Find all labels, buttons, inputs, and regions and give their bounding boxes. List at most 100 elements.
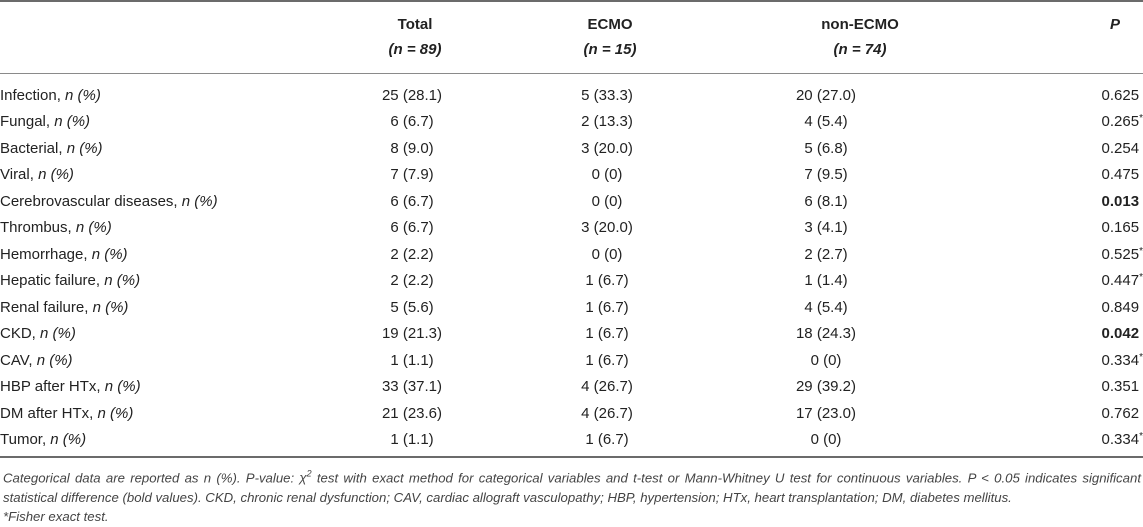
table-row: Viral, n (%) 7 (7.9) 0 (0) 7 (9.5) 0.475* xyxy=(0,162,1143,189)
row-label-text: Thrombus, xyxy=(0,219,72,237)
cell-non-ecmo: 17 (23.0) xyxy=(795,404,857,422)
p-value-text: 0.625 xyxy=(1101,86,1140,104)
cell-total: 33 (37.1) xyxy=(381,378,443,396)
fisher-marker: * xyxy=(1139,113,1143,125)
cell-p-value: 0.254* xyxy=(940,135,1143,162)
row-label-unit: n (%) xyxy=(104,378,141,396)
header-ecmo: ECMO (n = 15) xyxy=(535,12,685,62)
row-label-text: CAV, xyxy=(0,351,33,369)
cell-p-value: 0.762* xyxy=(940,400,1143,427)
cell-ecmo: 1 (6.7) xyxy=(585,351,629,369)
p-value-text: 0.762 xyxy=(1101,404,1140,422)
row-label-unit: n (%) xyxy=(92,298,129,316)
row-label-text: HBP after HTx, xyxy=(0,378,101,396)
header-non-ecmo: non-ECMO (n = 74) xyxy=(760,12,960,62)
cell-total: 2 (2.2) xyxy=(390,272,434,290)
p-value-text: 0.334 xyxy=(1101,351,1140,369)
footnote-chi-symbol: χ xyxy=(299,470,307,486)
cell-ecmo: 1 (6.7) xyxy=(585,272,629,290)
cell-total: 19 (21.3) xyxy=(381,325,443,343)
row-label-unit: n (%) xyxy=(40,325,76,343)
cell-total: 6 (6.7) xyxy=(390,113,434,131)
header-total-n: (n = 89) xyxy=(388,41,442,58)
header-total: Total (n = 89) xyxy=(325,12,505,62)
cell-total: 1 (1.1) xyxy=(390,351,434,369)
cell-total: 5 (5.6) xyxy=(390,298,434,316)
cell-p-value: 0.334* xyxy=(940,427,1143,454)
row-label-text: Tumor, xyxy=(0,431,47,449)
table-row: CAV, n (%) 1 (1.1) 1 (6.7) 0 (0) 0.334* xyxy=(0,347,1143,374)
row-label: Bacterial, n (%) xyxy=(0,135,322,162)
table-row: Hepatic failure, n (%) 2 (2.2) 1 (6.7) 1 (1… xyxy=(0,268,1143,295)
row-label: CAV, n (%) xyxy=(0,347,322,374)
table-bottom-rule xyxy=(0,456,1143,458)
row-label-unit: n (%) xyxy=(54,113,91,131)
cell-total: 21 (23.6) xyxy=(381,404,443,422)
cell-p-value: 0.447* xyxy=(940,268,1143,295)
row-label-unit: n (%) xyxy=(104,272,141,290)
row-label: CKD, n (%) xyxy=(0,321,322,348)
cell-non-ecmo: 5 (6.8) xyxy=(804,139,848,157)
row-label-text: Cerebrovascular diseases, xyxy=(0,192,178,210)
header-ecmo-n: (n = 15) xyxy=(583,41,637,58)
table-footnote: Categorical data are reported as n (%). … xyxy=(3,465,1141,527)
cell-total: 8 (9.0) xyxy=(390,139,434,157)
footnote-fisher: *Fisher exact test. xyxy=(3,509,109,525)
row-label: Hemorrhage, n (%) xyxy=(0,241,322,268)
row-label-text: Bacterial, xyxy=(0,139,63,157)
row-label-unit: n (%) xyxy=(97,404,134,422)
p-value-text: 0.525 xyxy=(1101,245,1140,263)
cell-total: 2 (2.2) xyxy=(390,245,434,263)
p-value-text: 0.265 xyxy=(1101,113,1140,131)
row-label-text: Hemorrhage, xyxy=(0,245,88,263)
cell-non-ecmo: 4 (5.4) xyxy=(804,113,848,131)
cell-total: 25 (28.1) xyxy=(381,86,443,104)
cell-p-value: 0.165* xyxy=(940,215,1143,242)
table-row: Renal failure, n (%) 5 (5.6) 1 (6.7) 4 (5.4… xyxy=(0,294,1143,321)
fisher-marker: * xyxy=(1139,272,1143,284)
fisher-marker: * xyxy=(1139,351,1143,363)
table-row: Hemorrhage, n (%) 2 (2.2) 0 (0) 2 (2.7) 0.52… xyxy=(0,241,1143,268)
footnote-chi-sup: 2 xyxy=(306,469,312,479)
row-label: Fungal, n (%) xyxy=(0,109,322,136)
footnote-chi: χ2 xyxy=(299,469,312,486)
p-value-text: 0.165 xyxy=(1101,219,1140,237)
cell-non-ecmo: 0 (0) xyxy=(810,431,842,449)
row-label-unit: n (%) xyxy=(50,431,87,449)
footnote-part2: test with exact method for categorical v… xyxy=(3,470,1141,505)
cell-ecmo: 3 (20.0) xyxy=(581,139,633,157)
table-row: CKD, n (%) 19 (21.3) 1 (6.7) 18 (24.3) 0.042… xyxy=(0,321,1143,348)
cell-total: 1 (1.1) xyxy=(390,431,434,449)
row-label: Thrombus, n (%) xyxy=(0,215,322,242)
cell-p-value: 0.334* xyxy=(940,347,1143,374)
row-label: Viral, n (%) xyxy=(0,162,322,189)
cell-ecmo: 4 (26.7) xyxy=(581,378,633,396)
header-p: P xyxy=(1110,12,1143,37)
cell-total: 6 (6.7) xyxy=(390,192,434,210)
header-p-label: P xyxy=(1110,16,1121,33)
row-label-unit: n (%) xyxy=(66,139,103,157)
row-label-text: Fungal, xyxy=(0,113,51,131)
cell-ecmo: 2 (13.3) xyxy=(581,113,633,131)
table-row: Infection, n (%) 25 (28.1) 5 (33.3) 20 (27.… xyxy=(0,82,1143,109)
cell-ecmo: 3 (20.0) xyxy=(581,219,633,237)
cell-p-value: 0.013* xyxy=(940,188,1143,215)
cell-p-value: 0.849* xyxy=(940,294,1143,321)
table-top-rule xyxy=(0,0,1143,2)
row-label-unit: n (%) xyxy=(91,245,128,263)
cell-ecmo: 1 (6.7) xyxy=(585,298,629,316)
row-label-unit: n (%) xyxy=(36,351,73,369)
table-row: DM after HTx, n (%) 21 (23.6) 4 (26.7) 17 (… xyxy=(0,400,1143,427)
row-label-text: DM after HTx, xyxy=(0,404,94,422)
table-row: HBP after HTx, n (%) 33 (37.1) 4 (26.7) 29 … xyxy=(0,374,1143,401)
p-value-text: 0.334 xyxy=(1101,431,1140,449)
row-label-unit: n (%) xyxy=(181,192,218,210)
fisher-marker: * xyxy=(1139,245,1143,257)
row-label-text: Infection, xyxy=(0,86,61,104)
p-value-text: 0.042 xyxy=(1101,325,1140,343)
cell-non-ecmo: 4 (5.4) xyxy=(804,298,848,316)
row-label-unit: n (%) xyxy=(75,219,112,237)
cell-non-ecmo: 2 (2.7) xyxy=(804,245,848,263)
cell-non-ecmo: 6 (8.1) xyxy=(804,192,848,210)
cell-p-value: 0.525* xyxy=(940,241,1143,268)
